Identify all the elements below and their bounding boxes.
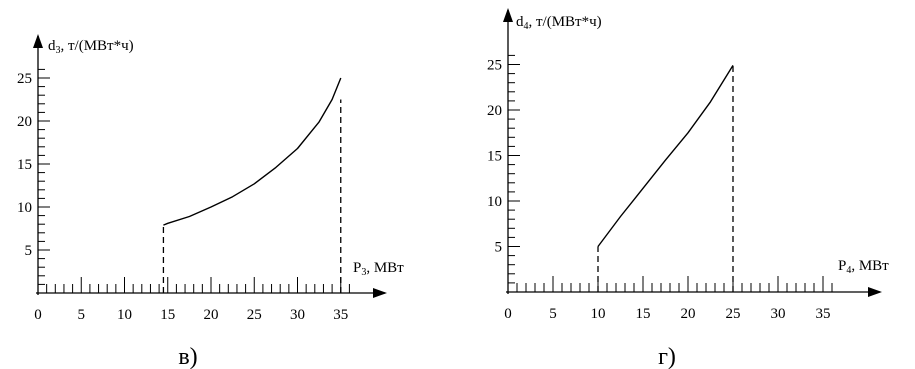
x-tick-label: 25 (726, 306, 741, 322)
series-curve (597, 65, 734, 247)
caption-g: г) (658, 344, 676, 369)
chart-g: г) 0 5 10 15 20 25 30 35 5 10 15 20 25 P4, МВт d4, т/(… (487, 8, 889, 369)
y-tick-label: 15 (487, 149, 502, 165)
x-tick-label: 5 (549, 306, 557, 322)
y-axis-label: d4, т/(МВт*ч) (516, 14, 602, 32)
x-tick-label: 0 (504, 306, 512, 322)
y-tick-label: 25 (487, 58, 502, 74)
x-tick-label: 30 (771, 306, 786, 322)
y-tick-label: 15 (17, 157, 32, 173)
y-tick-label: 5 (25, 243, 33, 259)
x-tick-label: 30 (290, 307, 305, 323)
x-tick-label: 35 (333, 307, 348, 323)
x-tick-label: 10 (591, 306, 606, 322)
caption-v: в) (178, 344, 197, 369)
series-curve (163, 77, 342, 226)
y-tick-label: 10 (487, 194, 502, 210)
x-tick-label: 5 (78, 307, 86, 323)
x-tick-label: 20 (681, 306, 696, 322)
y-tick-label: 10 (17, 200, 32, 216)
y-tick-label: 20 (487, 103, 502, 119)
x-tick-label: 25 (247, 307, 262, 323)
y-axis-label: d3, т/(МВт*ч) (48, 38, 134, 56)
y-tick-label: 5 (495, 240, 503, 256)
x-tick-label: 15 (160, 307, 175, 323)
chart-v: в) 0 5 10 15 20 25 30 35 5 10 15 20 25 P3, МВт d3, т/(… (17, 34, 404, 369)
x-tick-label: 0 (34, 307, 42, 323)
x-tick-label: 15 (636, 306, 651, 322)
x-tick-label: 10 (117, 307, 132, 323)
x-axis-label: P4, МВт (838, 258, 889, 276)
y-tick-label: 25 (17, 71, 32, 87)
x-tick-label: 35 (816, 306, 831, 322)
x-axis-label: P3, МВт (353, 260, 404, 278)
x-tick-label: 20 (204, 307, 219, 323)
y-tick-label: 20 (17, 114, 32, 130)
